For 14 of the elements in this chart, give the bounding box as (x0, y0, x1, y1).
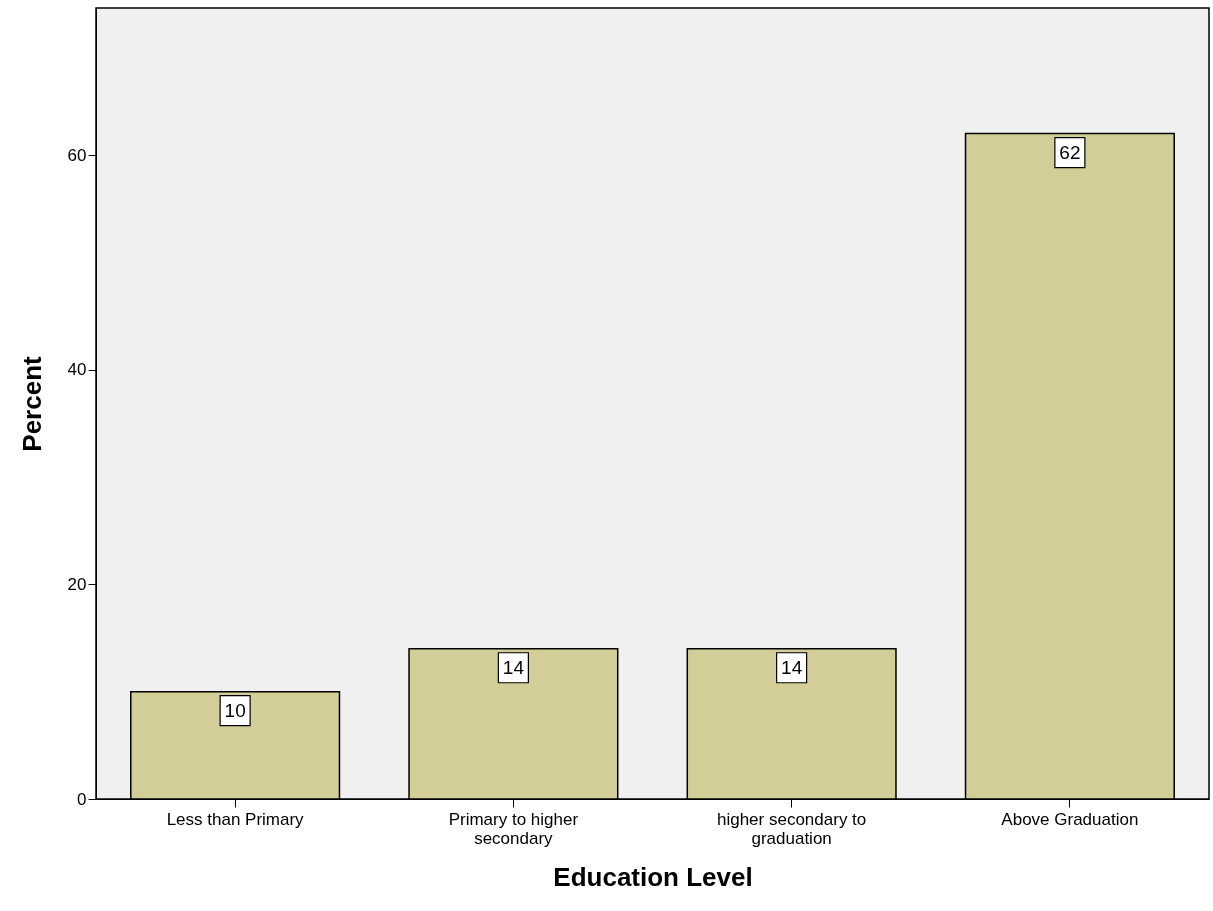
data-label: 62 (1059, 141, 1081, 163)
x-tick-label: Primary to higher secondary (448, 809, 579, 848)
x-tick-label: higher secondary to graduation (716, 809, 867, 848)
data-label: 14 (781, 656, 803, 678)
data-label: 14 (502, 656, 525, 678)
y-tick-label: 0 (77, 789, 87, 809)
y-tick-label: 40 (67, 360, 87, 380)
x-tick-label: Above Graduation (1001, 809, 1139, 829)
y-tick-label: 60 (67, 145, 87, 165)
x-tick-label: Less than Primary (166, 809, 305, 829)
x-axis-title: Education Level (553, 861, 753, 892)
y-tick-label: 20 (67, 574, 87, 594)
y-axis-title: Percent (16, 355, 47, 452)
data-label: 10 (224, 699, 246, 721)
